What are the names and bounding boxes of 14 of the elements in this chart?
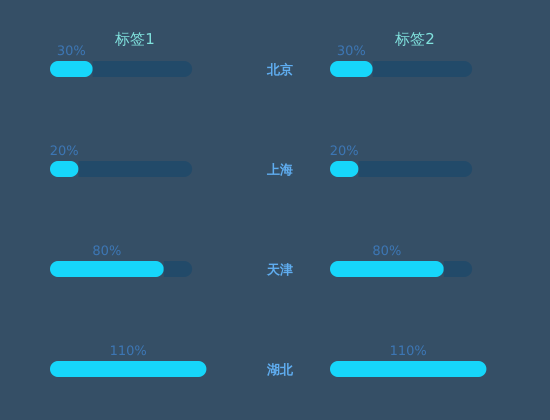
data-label: 110% [110, 344, 147, 359]
title: 标签2 [395, 30, 435, 48]
data-label: 80% [92, 244, 122, 259]
category-label: 天津 [267, 263, 293, 278]
title: 标签1 [115, 30, 155, 48]
category-label: 北京 [267, 63, 293, 78]
data-label: 30% [56, 44, 86, 59]
category-label: 上海 [267, 163, 293, 178]
data-label: 80% [372, 244, 402, 259]
data-label: 20% [330, 144, 359, 159]
data-label: 110% [390, 344, 427, 359]
data-label: 20% [50, 144, 79, 159]
data-label: 30% [336, 44, 366, 59]
category-label: 湖北 [267, 363, 293, 378]
